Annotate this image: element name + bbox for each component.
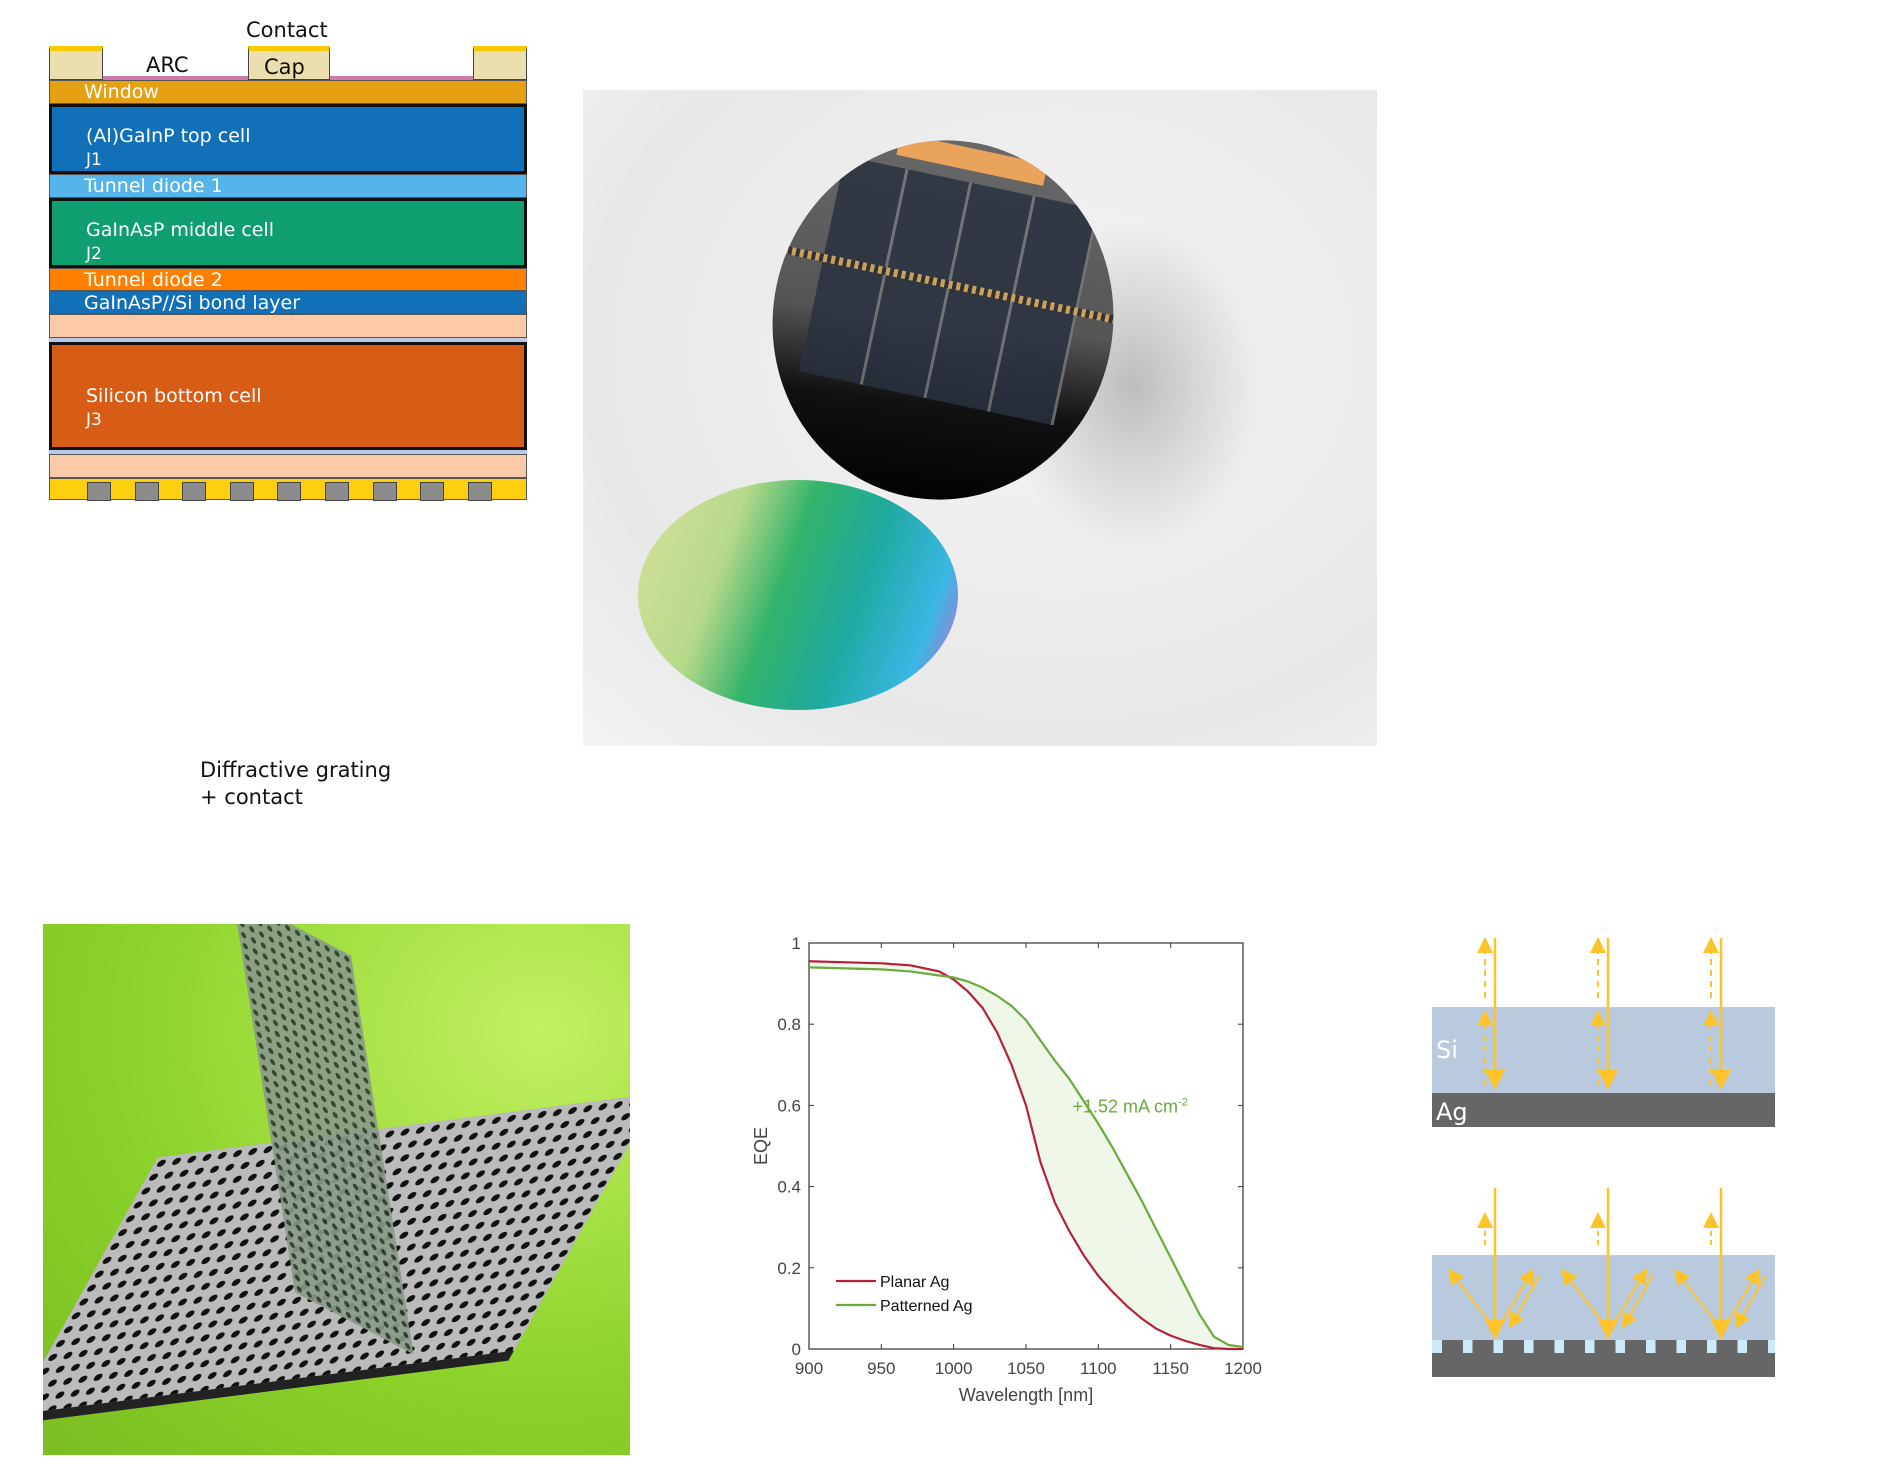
x-tick-label: 1100	[1080, 1359, 1117, 1378]
peach-layer-bottom	[49, 454, 527, 478]
y-axis-label: EQE	[751, 1127, 771, 1165]
grating-label-2: + contact	[200, 785, 303, 809]
ag-grating-tooth	[1442, 1340, 1463, 1353]
left-contact	[49, 46, 103, 80]
si-layer-planar	[1432, 1007, 1775, 1093]
grating-tooth	[277, 482, 302, 501]
tunnel-diode-2-layer: Tunnel diode 2	[49, 268, 527, 291]
diffracted-ray	[1509, 1274, 1541, 1329]
diffracted-ray	[1725, 1268, 1761, 1326]
y-tick-label: 0.4	[777, 1178, 801, 1197]
grating-contact-layer	[49, 478, 527, 501]
ag-grating-tooth	[1594, 1340, 1616, 1353]
ag-grating-tooth	[1503, 1340, 1524, 1353]
ag-grating-tooth	[1625, 1340, 1646, 1353]
y-tick-label: 0.2	[777, 1259, 801, 1278]
window-layer: Window	[49, 80, 527, 104]
diffracted-ray	[1499, 1268, 1535, 1326]
x-axis-label: Wavelength [nm]	[959, 1385, 1093, 1405]
lying-wafer	[638, 480, 958, 710]
contact-label: Contact	[246, 18, 328, 42]
x-tick-label: 1200	[1224, 1359, 1262, 1378]
diffracted-ray	[1448, 1268, 1493, 1326]
ag-layer-patterned	[1432, 1353, 1775, 1377]
grating-tooth	[467, 482, 492, 501]
diffracted-ray	[1674, 1268, 1719, 1326]
middle-cell-layer: GaInAsP middle cell J2	[49, 198, 527, 268]
light-path-schematic: Si Ag	[1432, 937, 1775, 1377]
y-tick-label: 0.6	[777, 1096, 801, 1115]
ag-label: Ag	[1436, 1098, 1468, 1126]
bond-layer: GaInAsP//Si bond layer	[49, 291, 527, 314]
eqe-chart: 900 950 1000 1050 1100 1150 1200 0 0.2 0.4 0.6 0.8 1…	[751, 934, 1262, 1405]
ag-grating-tooth	[1472, 1340, 1494, 1353]
x-tick-label: 1050	[1007, 1359, 1045, 1378]
diffracted-ray	[1561, 1268, 1606, 1326]
current-gain-annotation: +1.52 mA cm-2	[1072, 1096, 1187, 1116]
grating-tooth	[134, 482, 159, 501]
arc-layer	[103, 76, 248, 81]
ag-grating-tooth	[1747, 1340, 1768, 1353]
x-tick-label: 950	[867, 1359, 895, 1378]
grating-tooth	[372, 482, 397, 501]
grating-label: Diffractive grating	[200, 758, 392, 782]
ag-layer-planar	[1432, 1093, 1775, 1127]
thin-layer	[49, 450, 527, 454]
ag-grating-tooth	[1533, 1340, 1555, 1353]
silicon-bottom-cell-layer: Silicon bottom cell J3	[49, 342, 527, 450]
ag-grating-tooth	[1686, 1340, 1707, 1353]
y-tick-label: 0	[792, 1340, 801, 1359]
si-label: Si	[1436, 1036, 1458, 1064]
arc-layer	[330, 76, 473, 81]
x-tick-label: 1000	[935, 1359, 973, 1378]
diffracted-ray	[1612, 1268, 1648, 1326]
ag-grating-tooth	[1564, 1340, 1585, 1353]
tunnel-diode-1-layer: Tunnel diode 1	[49, 174, 527, 198]
x-tick-label: 900	[795, 1359, 823, 1378]
cap-contact	[248, 46, 330, 80]
fill-between-area	[809, 961, 1243, 1349]
peach-layer-top	[49, 314, 527, 338]
grating-tooth	[229, 482, 254, 501]
right-contact	[473, 46, 527, 80]
arc-label: ARC	[146, 53, 189, 77]
ag-grating-tooth	[1655, 1340, 1677, 1353]
wafer-cells	[799, 156, 1100, 426]
wafer-photo	[583, 90, 1377, 746]
series-line-planar-ag	[808, 960, 1243, 1351]
grating-tooth	[87, 482, 111, 501]
top-cell-layer: (Al)GaInP top cell J1	[49, 104, 527, 174]
diffracted-ray	[1735, 1274, 1767, 1329]
thin-layer	[49, 338, 527, 342]
x-tick-label: 1150	[1152, 1359, 1189, 1378]
ag-grating-tooth	[1716, 1340, 1738, 1353]
y-tick-label: 0.8	[777, 1015, 801, 1034]
grating-tooth	[182, 482, 207, 501]
y-tick-label: 1	[792, 934, 801, 953]
grating-tooth	[325, 482, 349, 501]
annotation-superscript: -2	[1178, 1096, 1188, 1108]
grating-tooth	[420, 482, 445, 501]
legend-label: Planar Ag	[880, 1274, 949, 1291]
diffracted-ray	[1622, 1274, 1654, 1329]
photonic-grating-render	[43, 924, 630, 1455]
series-line-patterned-ag	[808, 966, 1244, 1349]
si-layer-patterned	[1432, 1255, 1775, 1340]
cap-label: Cap	[264, 55, 305, 79]
legend-label: Patterned Ag	[880, 1298, 973, 1315]
